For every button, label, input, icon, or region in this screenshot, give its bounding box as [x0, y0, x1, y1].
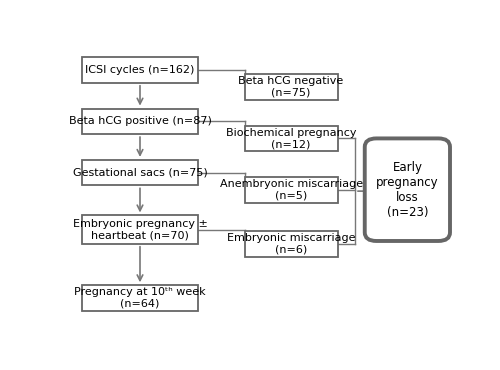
- Text: Beta hCG positive (n=87): Beta hCG positive (n=87): [68, 116, 212, 126]
- Text: Anembryonic miscarriage
(n=5): Anembryonic miscarriage (n=5): [220, 179, 362, 201]
- Text: Embryonic pregnancy ±
heartbeat (n=70): Embryonic pregnancy ± heartbeat (n=70): [72, 219, 208, 240]
- Text: Pregnancy at 10ᵗʰ week
(n=64): Pregnancy at 10ᵗʰ week (n=64): [74, 287, 206, 309]
- FancyBboxPatch shape: [244, 125, 338, 151]
- FancyBboxPatch shape: [244, 74, 338, 100]
- Text: Early
pregnancy
loss
(n=23): Early pregnancy loss (n=23): [376, 161, 438, 219]
- FancyBboxPatch shape: [244, 177, 338, 202]
- Text: ICSI cycles (n=162): ICSI cycles (n=162): [86, 65, 194, 75]
- FancyBboxPatch shape: [82, 285, 198, 311]
- FancyBboxPatch shape: [82, 215, 198, 244]
- Text: Gestational sacs (n=75): Gestational sacs (n=75): [72, 168, 208, 178]
- Text: Embryonic miscarriage
(n=6): Embryonic miscarriage (n=6): [227, 233, 356, 255]
- FancyBboxPatch shape: [82, 108, 198, 134]
- Text: Biochemical pregnancy
(n=12): Biochemical pregnancy (n=12): [226, 128, 356, 149]
- Text: Beta hCG negative
(n=75): Beta hCG negative (n=75): [238, 76, 344, 98]
- FancyBboxPatch shape: [82, 57, 198, 83]
- FancyBboxPatch shape: [365, 138, 450, 241]
- FancyBboxPatch shape: [82, 160, 198, 185]
- FancyBboxPatch shape: [244, 231, 338, 257]
